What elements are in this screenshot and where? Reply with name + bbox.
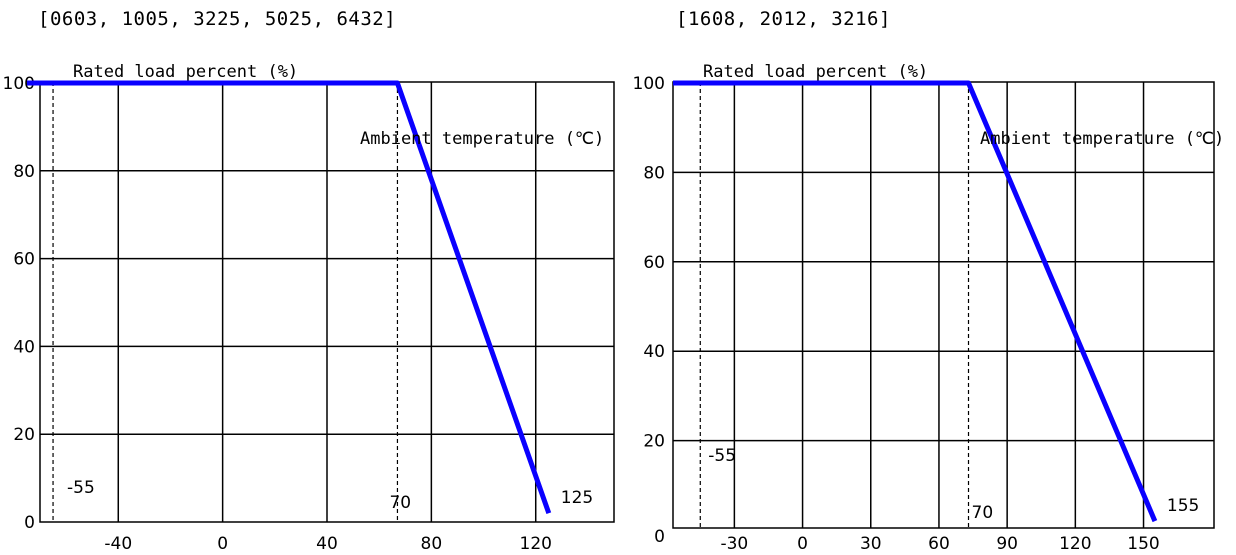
reference-line-label: 70 <box>972 503 994 523</box>
x-tick-label: 0 <box>217 534 228 554</box>
x-tick-label: 120 <box>520 534 552 554</box>
reference-line-label: -55 <box>67 478 95 498</box>
y-tick-label: 0 <box>24 513 35 533</box>
y-tick-label: 100 <box>633 74 665 94</box>
chart-title-left: [0603, 1005, 3225, 5025, 6432] <box>38 8 397 30</box>
x-tick-label: 120 <box>1059 534 1091 554</box>
chart-title-right: [1608, 2012, 3216] <box>676 8 891 30</box>
y-tick-label: 60 <box>13 250 35 270</box>
x-tick-label: 150 <box>1127 534 1159 554</box>
x-tick-label: -30 <box>720 534 748 554</box>
derating-chart-left: [0603, 1005, 3225, 5025, 6432] 0 20 40 60 80… <box>3 8 615 554</box>
derating-curve <box>27 80 552 515</box>
x-axis-label: Ambient temperature (℃) <box>980 129 1224 149</box>
y-axis-label: Rated load percent (%) <box>703 62 928 82</box>
x-tick-label: 60 <box>928 534 950 554</box>
x-axis-label: Ambient temperature (℃) <box>360 129 604 149</box>
chart-canvas-left: 0 20 40 60 80 100 -40 0 40 80 120 -55 70 125 Rated loa… <box>3 62 615 554</box>
chart-canvas-right: 0 20 40 60 80 100 -30 0 30 60 90 120 150 -55 70 155 Rate… <box>633 62 1225 554</box>
reference-line-label: 70 <box>389 493 411 513</box>
x-tick-label: -40 <box>104 534 132 554</box>
y-tick-label: 0 <box>654 527 665 547</box>
x-tick-label: 30 <box>860 534 882 554</box>
end-temperature-label: 125 <box>561 488 593 508</box>
derating-chart-right: [1608, 2012, 3216] 0 20 40 60 80 100 -30 0 30 60 9… <box>618 0 1236 555</box>
y-tick-label: 80 <box>643 163 665 183</box>
x-tick-label: 90 <box>996 534 1018 554</box>
x-tick-label: 80 <box>421 534 443 554</box>
reference-line-label: -55 <box>708 446 736 466</box>
derating-curve <box>673 80 1158 523</box>
y-tick-label: 100 <box>3 74 35 94</box>
end-temperature-label: 155 <box>1167 496 1199 516</box>
y-tick-label: 40 <box>643 342 665 362</box>
x-tick-label: 40 <box>316 534 338 554</box>
y-tick-label: 20 <box>643 432 665 452</box>
y-tick-label: 20 <box>13 425 35 445</box>
y-axis-label: Rated load percent (%) <box>73 62 298 82</box>
x-tick-label: 0 <box>797 534 808 554</box>
y-tick-label: 40 <box>13 337 35 357</box>
y-tick-label: 80 <box>13 162 35 182</box>
y-tick-label: 60 <box>643 253 665 273</box>
